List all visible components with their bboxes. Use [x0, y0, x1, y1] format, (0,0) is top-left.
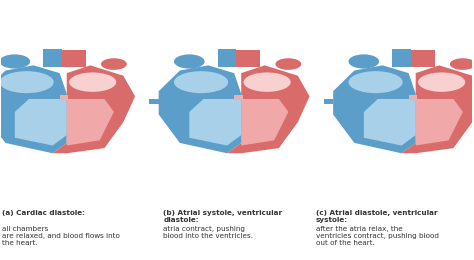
Text: all chambers
are relaxed, and blood flows into
the heart.: all chambers are relaxed, and blood flow… — [1, 226, 119, 246]
Ellipse shape — [244, 73, 291, 92]
Text: (a) Cardiac diastole:: (a) Cardiac diastole: — [1, 210, 85, 216]
Polygon shape — [60, 95, 68, 100]
Polygon shape — [416, 99, 463, 146]
Polygon shape — [62, 50, 86, 67]
Polygon shape — [67, 99, 114, 146]
Ellipse shape — [174, 54, 205, 69]
Ellipse shape — [275, 58, 301, 70]
Polygon shape — [333, 65, 416, 153]
Polygon shape — [237, 50, 260, 67]
Polygon shape — [234, 95, 243, 100]
Polygon shape — [189, 99, 241, 146]
Ellipse shape — [348, 54, 379, 69]
Ellipse shape — [418, 73, 465, 92]
Polygon shape — [43, 49, 62, 67]
Ellipse shape — [450, 58, 474, 70]
Polygon shape — [324, 99, 333, 104]
Polygon shape — [53, 65, 135, 153]
Ellipse shape — [101, 58, 127, 70]
Polygon shape — [149, 99, 159, 104]
Polygon shape — [241, 99, 288, 146]
Text: atria contract, pushing
blood into the ventricles.: atria contract, pushing blood into the v… — [164, 226, 254, 239]
Text: (b) Atrial systole, ventricular
diastole:: (b) Atrial systole, ventricular diastole… — [164, 210, 283, 223]
Polygon shape — [0, 65, 67, 153]
Ellipse shape — [0, 71, 54, 93]
Text: (c) Atrial diastole, ventricular
systole:: (c) Atrial diastole, ventricular systole… — [316, 210, 438, 223]
Ellipse shape — [0, 54, 30, 69]
Polygon shape — [392, 49, 411, 67]
Polygon shape — [227, 65, 310, 153]
Ellipse shape — [348, 71, 403, 93]
Polygon shape — [218, 49, 237, 67]
Polygon shape — [364, 99, 416, 146]
Polygon shape — [409, 95, 417, 100]
Polygon shape — [401, 65, 474, 153]
Text: after the atria relax, the
ventricles contract, pushing blood
out of the heart.: after the atria relax, the ventricles co… — [316, 226, 439, 246]
Ellipse shape — [174, 71, 228, 93]
Polygon shape — [15, 99, 67, 146]
Polygon shape — [159, 65, 241, 153]
Polygon shape — [411, 50, 435, 67]
Ellipse shape — [69, 73, 116, 92]
